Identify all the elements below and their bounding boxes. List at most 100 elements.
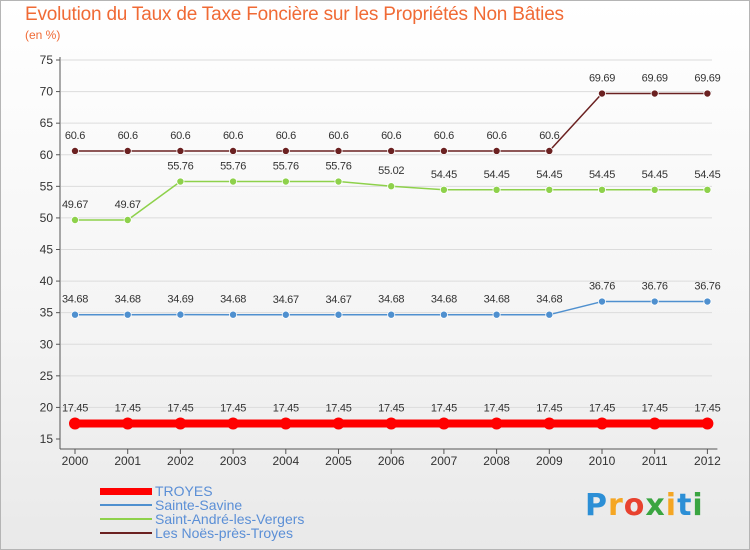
data-label: 17.45 <box>115 403 141 415</box>
y-tick-label: 45 <box>40 243 54 257</box>
data-point <box>650 185 659 194</box>
y-tick-label: 35 <box>40 306 54 320</box>
data-label: 34.67 <box>325 294 351 306</box>
data-point <box>437 417 450 430</box>
data-label: 54.45 <box>694 169 720 181</box>
data-point <box>227 417 240 430</box>
data-label: 17.45 <box>642 403 668 415</box>
data-point <box>176 310 185 319</box>
data-point <box>123 310 132 319</box>
data-point <box>703 185 712 194</box>
data-point <box>598 185 607 194</box>
data-point <box>387 146 396 155</box>
data-label: 55.76 <box>167 161 193 173</box>
data-label: 17.45 <box>431 403 457 415</box>
chart-subtitle: (en %) <box>25 28 61 42</box>
data-label: 60.6 <box>486 130 506 142</box>
data-label: 17.45 <box>273 403 299 415</box>
data-label: 34.68 <box>62 294 88 306</box>
y-tick-label: 25 <box>40 369 54 383</box>
data-point <box>387 182 396 191</box>
x-tick-label: 2001 <box>114 454 141 468</box>
data-label: 54.45 <box>589 169 615 181</box>
data-point <box>385 417 398 430</box>
data-point <box>281 146 290 155</box>
y-tick-label: 15 <box>40 432 54 446</box>
y-tick-label: 50 <box>40 211 54 225</box>
logo-letter: x <box>645 488 666 523</box>
data-point <box>543 417 556 430</box>
data-label: 34.68 <box>536 294 562 306</box>
data-point <box>439 310 448 319</box>
data-point <box>229 146 238 155</box>
data-label: 34.69 <box>167 294 193 306</box>
data-point <box>71 146 80 155</box>
x-tick-label: 2004 <box>272 454 299 468</box>
data-point <box>229 177 238 186</box>
data-point <box>545 310 554 319</box>
data-label: 17.45 <box>694 403 720 415</box>
legend-swatch <box>100 488 152 495</box>
data-label: 60.6 <box>118 130 138 142</box>
data-label: 17.45 <box>484 403 510 415</box>
chart-title: Evolution du Taux de Taxe Foncière sur l… <box>25 4 564 25</box>
legend-label: Les Noës-près-Troyes <box>155 525 293 541</box>
data-point <box>281 310 290 319</box>
legend-swatch <box>100 532 152 534</box>
logo-letter: o <box>623 488 646 523</box>
data-point <box>123 216 132 225</box>
data-label: 17.45 <box>62 403 88 415</box>
data-label: 49.67 <box>115 199 141 211</box>
data-point <box>439 146 448 155</box>
data-point <box>545 185 554 194</box>
data-point <box>123 146 132 155</box>
x-tick-label: 2012 <box>694 454 721 468</box>
data-label: 34.67 <box>273 294 299 306</box>
legend-swatch <box>100 504 152 506</box>
data-label: 17.45 <box>167 403 193 415</box>
data-point <box>281 177 290 186</box>
logo-letter: P <box>585 488 608 523</box>
data-label: 54.45 <box>536 169 562 181</box>
data-point <box>332 417 345 430</box>
data-label: 17.45 <box>589 403 615 415</box>
y-tick-label: 65 <box>40 116 54 130</box>
x-tick-label: 2011 <box>642 454 668 468</box>
data-point <box>596 417 608 430</box>
data-point <box>439 185 448 194</box>
data-point <box>69 417 81 430</box>
data-point <box>703 297 712 306</box>
data-label: 54.45 <box>642 169 668 181</box>
data-point <box>71 310 80 319</box>
y-tick-label: 75 <box>40 53 54 67</box>
data-point <box>701 417 714 430</box>
data-label: 34.68 <box>431 294 457 306</box>
data-label: 55.76 <box>220 161 246 173</box>
data-point <box>598 297 607 306</box>
logo-letter: r <box>608 488 624 523</box>
data-label: 34.68 <box>484 294 510 306</box>
x-tick-label: 2000 <box>62 454 89 468</box>
data-label: 36.76 <box>694 281 720 293</box>
data-label: 54.45 <box>431 169 457 181</box>
data-label: 60.6 <box>170 130 190 142</box>
x-tick-label: 2010 <box>589 454 616 468</box>
data-label: 36.76 <box>589 281 615 293</box>
data-label: 60.6 <box>276 130 296 142</box>
data-label: 17.45 <box>220 403 246 415</box>
data-label: 54.45 <box>484 169 510 181</box>
x-tick-label: 2003 <box>220 454 247 468</box>
data-point <box>334 177 343 186</box>
y-tick-label: 20 <box>40 400 54 414</box>
data-point <box>650 297 659 306</box>
data-point <box>176 146 185 155</box>
data-label: 34.68 <box>115 294 141 306</box>
data-label: 60.6 <box>223 130 243 142</box>
data-label: 34.68 <box>220 294 246 306</box>
y-tick-label: 55 <box>40 179 54 193</box>
legend-label: TROYES <box>155 483 213 499</box>
data-point <box>229 310 238 319</box>
data-point <box>279 417 292 430</box>
logo-letter: t <box>677 488 693 523</box>
